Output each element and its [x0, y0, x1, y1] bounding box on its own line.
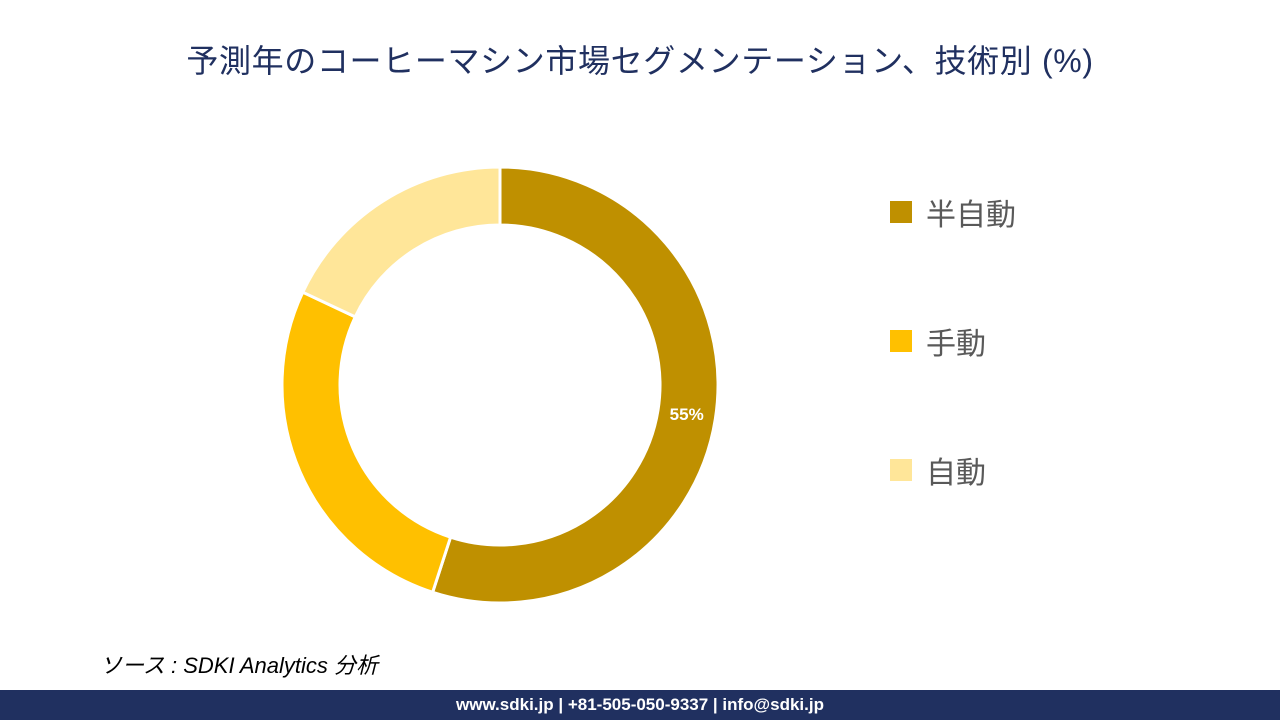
legend-item: 手動	[890, 319, 1016, 363]
legend-swatch	[890, 330, 912, 352]
footer-text: www.sdki.jp | +81-505-050-9337 | info@sd…	[456, 695, 824, 715]
footer-bar: www.sdki.jp | +81-505-050-9337 | info@sd…	[0, 690, 1280, 720]
legend-item: 半自動	[890, 190, 1016, 234]
legend-label: 手動	[926, 319, 986, 363]
legend-label: 半自動	[926, 190, 1016, 234]
chart-title: 予測年のコーヒーマシン市場セグメンテーション、技術別 (%)	[0, 36, 1280, 82]
donut-chart: 55%	[278, 163, 722, 607]
legend-swatch	[890, 201, 912, 223]
donut-segment	[433, 167, 718, 603]
legend-label: 自動	[926, 448, 986, 492]
donut-segment	[282, 292, 451, 592]
donut-segment	[303, 167, 500, 317]
source-attribution: ソース : SDKI Analytics 分析	[100, 648, 378, 680]
legend-swatch	[890, 459, 912, 481]
chart-legend: 半自動手動自動	[890, 190, 1016, 492]
legend-item: 自動	[890, 448, 1016, 492]
donut-segment-label: 55%	[670, 405, 704, 424]
